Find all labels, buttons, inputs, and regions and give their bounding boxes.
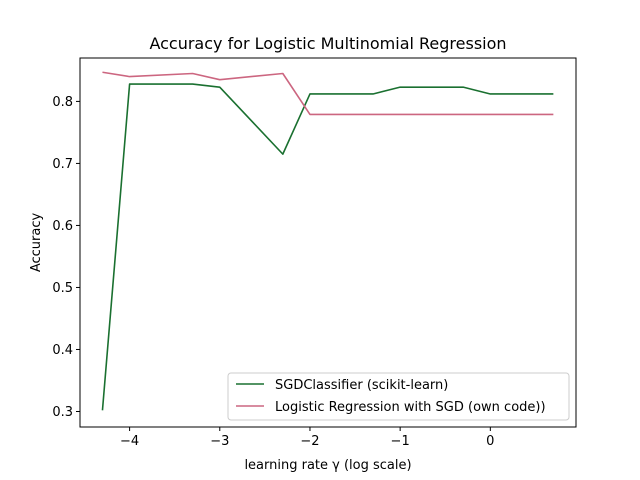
plot-frame — [79, 57, 577, 428]
x-tick-label: −4 — [120, 434, 139, 449]
series-line-sgdclassifier — [101, 83, 554, 411]
y-tick-label: 0.6 — [52, 219, 73, 234]
legend-box — [227, 372, 570, 421]
y-tick-label: 0.3 — [52, 405, 73, 420]
y-tick-label: 0.7 — [52, 157, 73, 172]
x-axis-ticks: −4 −3 −2 −1 0 — [120, 427, 494, 449]
chart-title: Accuracy for Logistic Multinomial Regres… — [149, 34, 506, 53]
series-line-own-code — [102, 71, 554, 116]
y-tick-label: 0.4 — [52, 343, 73, 358]
x-tick-label: −3 — [210, 434, 229, 449]
x-tick-label: −1 — [391, 434, 410, 449]
series-lines — [101, 71, 554, 411]
x-tick-label: −2 — [300, 434, 319, 449]
y-axis-ticks: 0.3 0.4 0.5 0.6 0.7 0.8 — [52, 95, 80, 420]
y-tick-label: 0.8 — [52, 95, 73, 110]
x-axis-label: learning rate γ (log scale) — [244, 458, 411, 473]
x-tick-label: 0 — [486, 434, 494, 449]
legend-label-sgdclassifier: SGDClassifier (scikit-learn) — [275, 378, 448, 393]
y-tick-label: 0.5 — [52, 281, 73, 296]
legend-label-own-code: Logistic Regression with SGD (own code)) — [275, 400, 546, 415]
y-axis-label: Accuracy — [29, 213, 44, 273]
legend: SGDClassifier (scikit-learn) Logistic Re… — [227, 372, 570, 421]
